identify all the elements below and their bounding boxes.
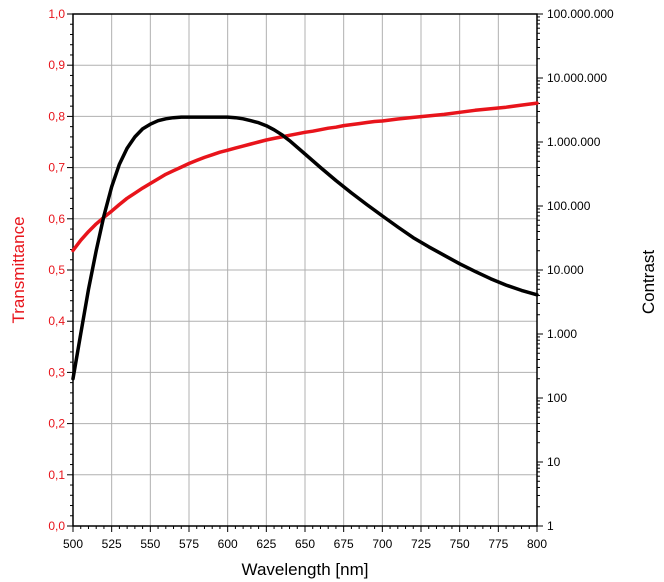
x-tick-label: 500: [63, 537, 83, 551]
left-tick-label: 0,8: [48, 109, 65, 123]
right-axis-title: Contrast: [639, 250, 658, 315]
x-tick-label: 775: [488, 537, 508, 551]
grid: [73, 14, 537, 526]
x-tick-label: 675: [334, 537, 354, 551]
left-tick-label: 0,0: [48, 519, 65, 533]
left-tick-label: 0,6: [48, 212, 65, 226]
contrast-series-line: [71, 115, 539, 381]
right-tick-label: 1: [547, 519, 554, 533]
left-tick-label: 0,9: [48, 58, 65, 72]
x-tick-label: 550: [140, 537, 160, 551]
x-tick-label: 525: [102, 537, 122, 551]
x-tick-label: 625: [256, 537, 276, 551]
left-axis: 0,0 0,1 0,2 0,3 0,4 0,5 0,6 0,7 0,8 0,9 1,0: [48, 7, 73, 533]
right-tick-label: 10: [547, 455, 561, 469]
left-tick-label: 1,0: [48, 7, 65, 21]
right-tick-label: 1.000.000: [547, 135, 601, 149]
right-tick-label: 10.000: [547, 263, 584, 277]
x-tick-label: 700: [372, 537, 392, 551]
right-tick-label: 100.000: [547, 199, 591, 213]
x-axis: 500 525 550 575 600 625 650 675 700 725 750 775 800: [63, 526, 547, 551]
right-tick-label: 1.000: [547, 327, 577, 341]
left-axis-title: Transmittance: [9, 216, 28, 323]
x-tick-label: 650: [295, 537, 315, 551]
left-tick-label: 0,5: [48, 263, 65, 277]
x-tick-label: 800: [527, 537, 547, 551]
x-tick-label: 600: [218, 537, 238, 551]
x-tick-label: 575: [179, 537, 199, 551]
series-layer: [71, 101, 539, 381]
left-tick-label: 0,7: [48, 161, 65, 175]
right-tick-label: 100: [547, 391, 567, 405]
transmittance-series-line: [71, 101, 539, 253]
left-tick-label: 0,3: [48, 365, 65, 379]
right-axis: 1 10 100 1.000 10.000 100.000 1.000.000 10.000.…: [537, 7, 614, 533]
right-tick-label: 100.000.000: [547, 7, 614, 21]
x-tick-label: 750: [450, 537, 470, 551]
left-tick-label: 0,4: [48, 314, 65, 328]
left-tick-label: 0,2: [48, 417, 65, 431]
left-tick-label: 0,1: [48, 468, 65, 482]
x-axis-title: Wavelength [nm]: [242, 560, 369, 579]
right-tick-label: 10.000.000: [547, 71, 607, 85]
x-tick-label: 725: [411, 537, 431, 551]
